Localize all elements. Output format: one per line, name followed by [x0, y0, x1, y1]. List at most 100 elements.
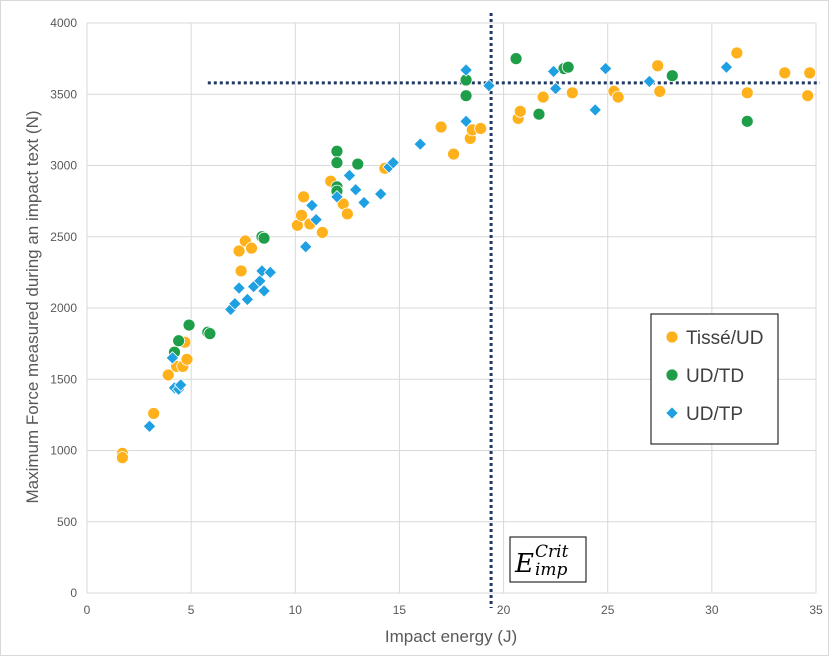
data-point	[257, 231, 271, 245]
y-tick-labels: 0 500 1000 1500 2000 2500 3000 3500 4000	[50, 16, 77, 600]
data-point	[642, 74, 657, 89]
reference-lines	[207, 13, 820, 608]
gridlines	[86, 22, 817, 594]
data-point	[315, 226, 329, 239]
data-point	[651, 59, 665, 73]
data-point	[653, 85, 667, 98]
data-point	[482, 78, 496, 93]
data-point	[719, 60, 734, 74]
data-point	[565, 86, 579, 100]
data-point	[203, 327, 217, 341]
data-point	[532, 107, 546, 121]
data-point	[298, 239, 313, 254]
x-tick-label: 15	[393, 603, 407, 617]
data-point	[546, 64, 561, 79]
crit-label-subscript: imp	[535, 560, 568, 580]
data-point	[305, 198, 319, 213]
data-point	[740, 86, 754, 100]
y-tick-label: 3500	[50, 87, 77, 101]
legend-marker	[665, 330, 679, 344]
crit-label-superscript: Crit	[535, 542, 569, 562]
data-point	[245, 241, 258, 255]
data-point	[182, 318, 196, 332]
legend-marker	[665, 406, 679, 420]
data-point	[297, 190, 311, 204]
data-point	[459, 114, 473, 129]
data-point	[116, 451, 129, 465]
data-point	[665, 69, 679, 83]
data-point	[588, 103, 602, 117]
data-point	[180, 352, 194, 366]
x-tick-label: 35	[809, 603, 823, 617]
svg-text:Crit: Crit	[535, 542, 569, 562]
x-tick-label: 25	[601, 603, 615, 617]
legend: Tissé/UD UD/TD UD/TP	[650, 313, 779, 445]
legend-label: UD/TP	[686, 404, 743, 425]
x-tick-labels: 0 5 10 15 20 25 30 35	[84, 603, 823, 617]
data-point	[413, 137, 428, 151]
svg-text:E: E	[514, 549, 534, 579]
data-point	[142, 419, 157, 434]
data-point	[330, 144, 344, 158]
y-tick-label: 500	[57, 515, 77, 529]
legend-label: Tissé/UD	[686, 328, 763, 349]
data-point	[434, 120, 448, 134]
series-group	[142, 60, 734, 434]
data-point	[730, 46, 744, 60]
critical-energy-label-box	[509, 536, 587, 583]
data-point	[257, 284, 271, 298]
y-tick-label: 2000	[50, 301, 77, 315]
data-point	[165, 351, 180, 365]
y-tick-label: 0	[70, 586, 77, 600]
data-point	[263, 265, 278, 280]
svg-text:imp: imp	[535, 560, 568, 580]
data-point	[228, 296, 242, 311]
data-point	[474, 122, 488, 135]
data-point	[459, 89, 473, 103]
x-tick-label: 0	[84, 603, 91, 617]
data-point	[253, 274, 267, 288]
y-tick-label: 1000	[50, 444, 77, 458]
data-point	[561, 60, 575, 74]
y-axis-title: Maximum Force measured during an impact …	[23, 110, 42, 503]
data-point	[340, 207, 354, 221]
y-tick-label: 3000	[50, 159, 77, 173]
data-point	[232, 281, 246, 295]
data-points	[116, 46, 817, 465]
crit-label-main: E	[514, 549, 534, 579]
data-point	[351, 157, 365, 171]
x-tick-label: 30	[705, 603, 719, 617]
data-point	[778, 66, 792, 80]
data-point	[611, 90, 625, 104]
data-point	[147, 407, 161, 420]
legend-marker	[665, 368, 679, 382]
data-point	[240, 292, 255, 307]
data-point	[173, 378, 188, 392]
data-point	[509, 52, 523, 66]
y-tick-label: 4000	[50, 16, 77, 30]
data-point	[255, 264, 269, 278]
legend-label: UD/TD	[686, 366, 744, 387]
data-point	[161, 368, 175, 382]
series-group	[168, 52, 754, 359]
data-point	[801, 89, 815, 103]
data-point	[295, 208, 308, 222]
data-point	[536, 90, 550, 104]
y-tick-label: 2500	[50, 230, 77, 244]
series-group	[116, 46, 817, 465]
data-point	[373, 187, 388, 201]
data-point	[513, 104, 527, 118]
data-point	[330, 156, 344, 170]
data-point	[309, 212, 323, 227]
data-point	[234, 264, 248, 278]
data-point	[330, 190, 344, 204]
data-point	[598, 61, 613, 76]
data-point	[740, 114, 754, 128]
data-point	[348, 182, 363, 197]
data-point	[447, 147, 460, 161]
data-point	[342, 168, 357, 183]
data-point	[357, 195, 371, 210]
x-tick-label: 20	[497, 603, 511, 617]
